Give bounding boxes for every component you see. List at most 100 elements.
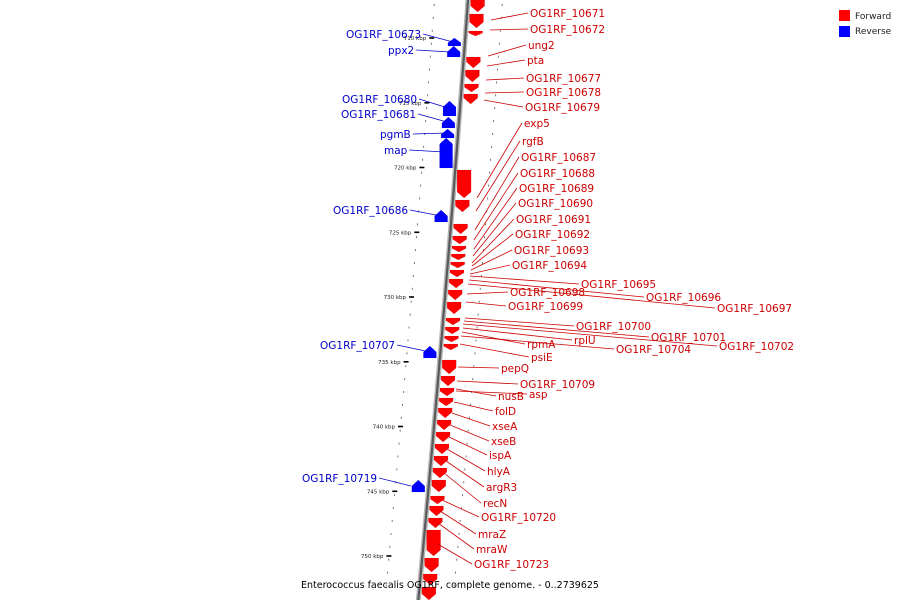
forward-leader-line [445,460,485,488]
forward-gene-label: OG1RF_10672 [530,24,605,36]
forward-leader-line [462,323,718,347]
forward-gene-arrow [465,69,480,83]
reverse-gene-arrow [441,116,456,129]
kbp-tick-label: 715 kbp [399,101,422,107]
minor-tick-left [419,197,421,200]
kbp-tick-label: 730 kbp [384,295,407,301]
minor-tick-left [427,94,429,97]
forward-leader-line [451,412,491,427]
reverse-leader-line [418,98,449,109]
forward-leader-line [453,401,494,412]
forward-gene-label: OG1RF_10702 [719,341,794,353]
forward-gene-label: exp5 [524,118,550,130]
minor-tick-left [408,326,410,329]
reverse-leader-line [409,149,445,153]
kbp-tick-label: 735 kbp [378,360,401,366]
forward-gene-arrow [426,529,441,557]
forward-gene-arrow [470,0,485,13]
minor-tick-right [456,558,458,561]
forward-leader-line [443,472,482,504]
minor-tick-left [429,55,431,58]
forward-gene-label: OG1RF_10691 [516,214,591,226]
forward-gene-arrow [466,56,481,69]
forward-gene-label: OG1RF_10692 [515,229,590,241]
forward-gene-label: OG1RF_10709 [520,379,595,391]
forward-gene-arrow [443,343,459,351]
legend-reverse-label: Reverse [855,27,892,37]
reverse-leader-line [379,477,412,487]
forward-leader-line [489,28,529,31]
forward-gene-arrow [440,375,456,387]
forward-gene-arrow [421,586,437,600]
minor-tick-right [495,94,497,97]
reverse-gene-arrow [446,45,461,58]
reverse-gene-label: OG1RF_10673 [346,29,421,41]
forward-gene-arrow [448,278,464,289]
kbp-ticks: 710 kbp 715 kbp 720 kbp 725 kbp 730 kbp 735 k… [361,4,503,587]
reverse-gene-arrow [411,479,426,493]
forward-gene-arrow [432,467,448,479]
forward-gene-label: OG1RF_10704 [616,344,691,356]
reverse-gene-label: map [384,145,408,157]
forward-leader-line [456,380,519,385]
forward-leader-line [473,187,518,250]
forward-gene-label: OG1RF_10700 [576,321,651,333]
forward-gene-arrow [451,245,467,253]
reverse-gene-label: OG1RF_10681 [341,109,416,121]
forward-gene-arrow [436,419,452,431]
forward-gene-arrow [435,431,451,443]
forward-gene-arrow [444,335,459,343]
minor-tick-right [459,520,461,522]
minor-tick-right [475,339,477,342]
minor-tick-left [397,455,399,458]
minor-tick-right [484,236,485,239]
minor-tick-right [463,481,465,484]
forward-gene-arrow [449,269,465,278]
minor-tick-left [413,262,415,264]
minor-tick-left [421,171,423,174]
reverse-leader-line [417,113,448,123]
forward-gene-arrow [453,223,468,235]
reverse-gene-label: OG1RF_10686 [333,205,408,217]
forward-leader-line [472,202,517,257]
reverse-gene-label: pgmB [380,129,411,141]
forward-leader-line [441,499,480,518]
minor-tick-left [390,532,392,535]
forward-gene-label: OG1RF_10693 [514,245,589,257]
forward-gene-arrow [469,13,484,29]
forward-gene-arrow [445,317,461,326]
minor-tick-left [392,507,394,510]
forward-gene-label: OG1RF_10690 [518,198,593,210]
minor-tick-left [430,42,432,45]
forward-gene-arrow [463,93,478,105]
forward-gene-label: xseA [492,421,518,433]
minor-tick-left [410,300,412,303]
forward-gene-arrow [464,83,479,93]
forward-gene-label: recN [483,498,507,510]
minor-tick-right [491,145,493,148]
forward-gene-arrow [429,505,444,517]
forward-gene-arrow [430,495,445,505]
forward-leader-line [490,12,529,21]
kbp-tick-label: 725 kbp [389,230,412,236]
forward-gene-arrow [438,397,454,407]
forward-leader-line [462,327,573,341]
forward-gene-arrow [439,387,455,397]
minor-tick-right [494,107,496,110]
minor-tick-left [406,352,408,355]
forward-gene-label: argR3 [486,482,517,494]
forward-gene-arrow [428,517,443,529]
minor-tick-right [465,455,467,458]
forward-gene-arrow [422,573,438,586]
forward-gene-arrow [450,261,465,269]
gene-arrows [411,0,485,600]
forward-leader-line [471,233,514,267]
axis-line [417,0,470,600]
forward-leader-line [446,448,486,472]
forward-gene-arrow [455,199,470,213]
minor-tick-left [404,378,406,381]
forward-gene-label: OG1RF_10678 [526,87,601,99]
minor-tick-right [466,442,468,445]
forward-gene-label: OG1RF_10720 [481,512,556,524]
forward-leader-line [439,510,477,535]
